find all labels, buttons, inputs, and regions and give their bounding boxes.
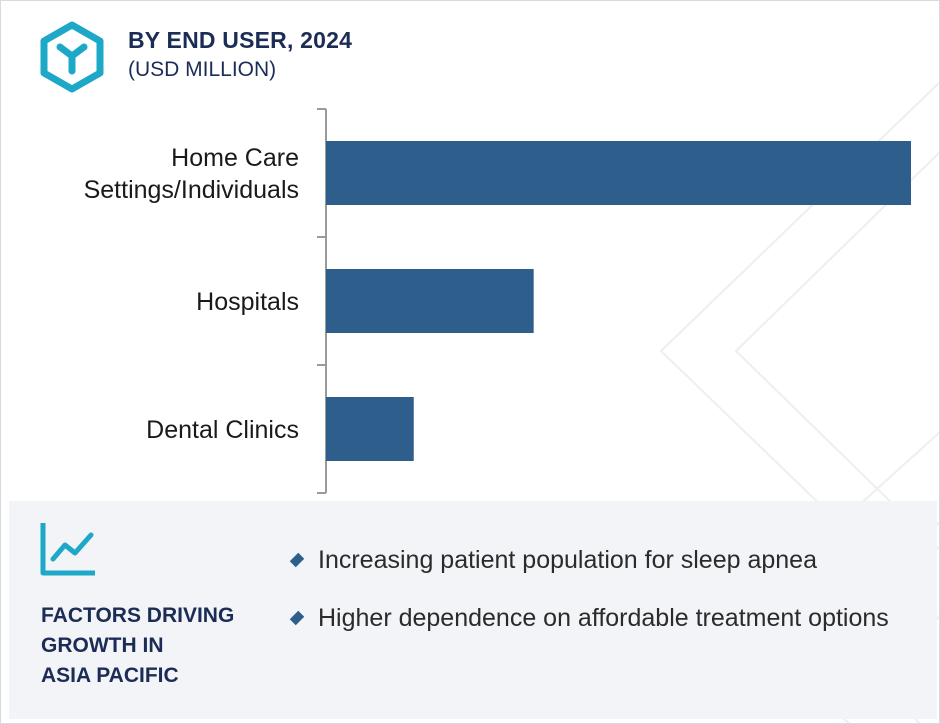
factors-title: FACTORS DRIVING GROWTH IN ASIA PACIFIC (41, 601, 271, 691)
category-label: Home Care Settings/Individuals (84, 144, 299, 204)
category-label: Dental Clinics (146, 416, 299, 444)
category-label-line: Home Care (171, 144, 299, 172)
growth-factors-panel (9, 501, 937, 719)
diamond-bullet-icon (289, 610, 305, 626)
category-label: Hospitals (196, 288, 299, 316)
growth-factor-item: Higher dependence on affordable treatmen… (288, 599, 908, 637)
line-chart-icon (40, 523, 95, 576)
chart-bars (326, 141, 911, 461)
factors-title-line: GROWTH IN (41, 634, 164, 657)
factors-title-line: FACTORS DRIVING (41, 604, 235, 627)
growth-factor-text: Increasing patient population for sleep … (318, 546, 817, 574)
growth-factor-item: Increasing patient population for sleep … (288, 541, 908, 579)
bar (326, 397, 414, 461)
chart-axis (317, 108, 327, 494)
growth-factors-list: Increasing patient population for sleep … (288, 541, 908, 657)
category-label-line: Settings/Individuals (84, 176, 299, 204)
diamond-bullet-icon (289, 552, 305, 568)
chart-subtitle: (USD MILLION) (128, 58, 277, 81)
bar (326, 269, 534, 333)
chart-title: BY END USER, 2024 (128, 27, 353, 53)
growth-factor-text: Higher dependence on affordable treatmen… (318, 604, 889, 632)
hexagon-y-logo-icon (40, 21, 104, 93)
chart-category-labels: Home Care Settings/Individuals Hospitals De… (84, 144, 299, 444)
category-label-line: Dental Clinics (146, 416, 299, 444)
category-label-line: Hospitals (196, 288, 299, 316)
bar (326, 141, 911, 205)
bar-chart: Home Care Settings/Individuals Hospitals De… (84, 108, 911, 494)
factors-title-line: ASIA PACIFIC (41, 664, 179, 687)
